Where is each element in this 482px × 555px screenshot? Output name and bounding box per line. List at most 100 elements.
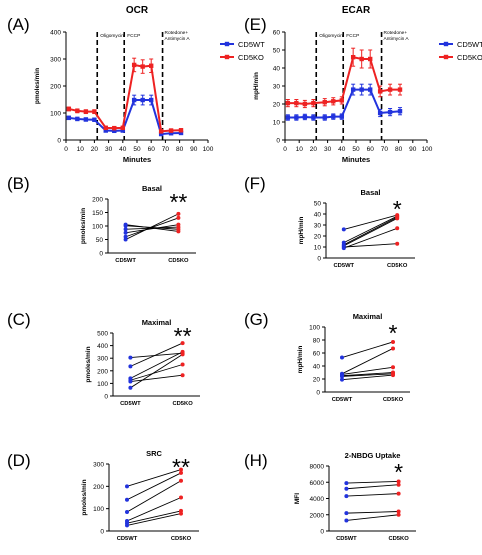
panel-h: (H) 2-NBDG Uptake 0 2000 4000 6000 8000 MFI CD5W…: [244, 451, 416, 542]
data-point-wt: [340, 377, 344, 382]
y-axis-label: pmoles/min: [85, 346, 92, 382]
data-point-ko: [176, 211, 181, 216]
data-point-ko: [396, 512, 401, 517]
y-tick-label: 300: [97, 356, 108, 363]
legend-label: CD5WT: [457, 40, 482, 49]
data-point-wt: [123, 227, 128, 232]
pair-line: [125, 224, 179, 232]
y-tick-label: 200: [93, 484, 104, 491]
y-tick-label: 60: [313, 351, 321, 358]
injection-label: Oligomycin: [100, 33, 124, 39]
y-tick-label: 0: [100, 529, 104, 536]
data-point: [149, 97, 154, 103]
pair-line: [343, 243, 398, 248]
significance-marker: *: [393, 196, 402, 222]
pair-line: [125, 225, 179, 230]
y-axis-label: mpH/min: [298, 217, 305, 245]
x-tick-label: 60: [367, 146, 375, 153]
data-point-wt: [344, 494, 349, 499]
y-tick-label: 0: [320, 529, 324, 536]
data-point-ko: [179, 478, 183, 483]
pair-line: [343, 227, 398, 249]
y-tick-label: 80: [313, 338, 321, 345]
panel-f: (F) Basal 0 10 20 30 40 50 mpH/min CD5WT CD5KO *: [244, 174, 415, 269]
legend-marker: [443, 54, 449, 60]
data-point: [397, 87, 403, 92]
data-point: [377, 110, 383, 116]
legend-label: CD5WT: [238, 40, 265, 49]
pair-line: [130, 352, 183, 359]
y-tick-label: 100: [50, 111, 61, 118]
legend-marker: [224, 54, 230, 60]
y-tick-label: 10: [273, 120, 281, 127]
data-point-wt: [344, 486, 349, 491]
pair-line: [125, 213, 179, 240]
y-axis-label: pmoles/min: [80, 208, 87, 244]
y-tick-label: 100: [97, 381, 108, 388]
x-tick-label: 30: [105, 146, 113, 153]
data-point: [75, 108, 80, 114]
data-point: [302, 114, 308, 120]
panel-title: SRC: [146, 449, 162, 458]
legend-label: CD5KO: [238, 53, 264, 62]
y-tick-label: 400: [50, 30, 61, 37]
x-tick-label: 30: [324, 146, 332, 153]
x-tick-label: 90: [190, 146, 198, 153]
y-tick-label: 100: [309, 325, 320, 332]
data-point: [368, 56, 373, 62]
pair-line: [126, 513, 182, 526]
y-tick-label: 30: [273, 84, 281, 91]
data-point: [131, 62, 137, 68]
pair-line: [346, 484, 399, 490]
data-point: [66, 106, 72, 112]
data-point-ko: [180, 341, 185, 346]
data-point-ko: [180, 362, 185, 367]
panel-title: 2-NBDG Uptake: [345, 451, 401, 460]
x-tick-label: 0: [64, 146, 68, 153]
category-label: CD5WT: [117, 536, 138, 542]
panel-title: Basal: [360, 188, 380, 197]
panel-letter: (D): [7, 451, 31, 470]
data-point-wt: [125, 523, 129, 528]
pair-line: [346, 514, 399, 521]
pair-line: [346, 493, 399, 497]
y-tick-label: 400: [97, 343, 108, 350]
x-tick-label: 60: [148, 146, 156, 153]
x-tick-label: 50: [352, 146, 360, 153]
y-tick-label: 20: [313, 377, 321, 384]
y-tick-label: 30: [314, 223, 322, 230]
panel-title: Maximal: [353, 312, 383, 321]
data-point-wt: [125, 484, 129, 489]
data-point-wt: [344, 481, 349, 486]
panel-c: (C) Maximal 0 100 200 300 400 500 pmoles/min CD5W…: [7, 310, 200, 407]
data-point-wt: [344, 518, 349, 523]
data-point-wt: [128, 379, 133, 384]
significance-marker: **: [174, 323, 192, 349]
data-point: [158, 131, 164, 137]
data-point: [285, 115, 291, 120]
y-axis-label: MFI: [294, 493, 301, 504]
y-tick-label: 500: [97, 331, 108, 338]
category-label: CD5KO: [168, 258, 189, 264]
data-point: [103, 128, 108, 133]
significance-marker: **: [172, 454, 190, 480]
data-point: [92, 117, 97, 122]
category-label: CD5WT: [333, 263, 354, 269]
y-tick-label: 20: [273, 102, 281, 109]
data-point: [339, 98, 344, 103]
y-tick-label: 6000: [310, 480, 325, 487]
data-point-ko: [391, 339, 395, 344]
x-tick-label: 90: [409, 146, 417, 153]
panel-letter: (A): [7, 15, 30, 34]
pair-line: [346, 480, 399, 484]
data-point: [387, 87, 393, 92]
y-tick-label: 40: [313, 364, 321, 371]
data-point-wt: [341, 227, 346, 232]
panel-title: Basal: [142, 184, 162, 193]
pair-line: [126, 497, 182, 522]
x-axis-label: Minutes: [123, 155, 151, 164]
pair-line: [125, 224, 179, 234]
pair-line: [343, 214, 398, 230]
